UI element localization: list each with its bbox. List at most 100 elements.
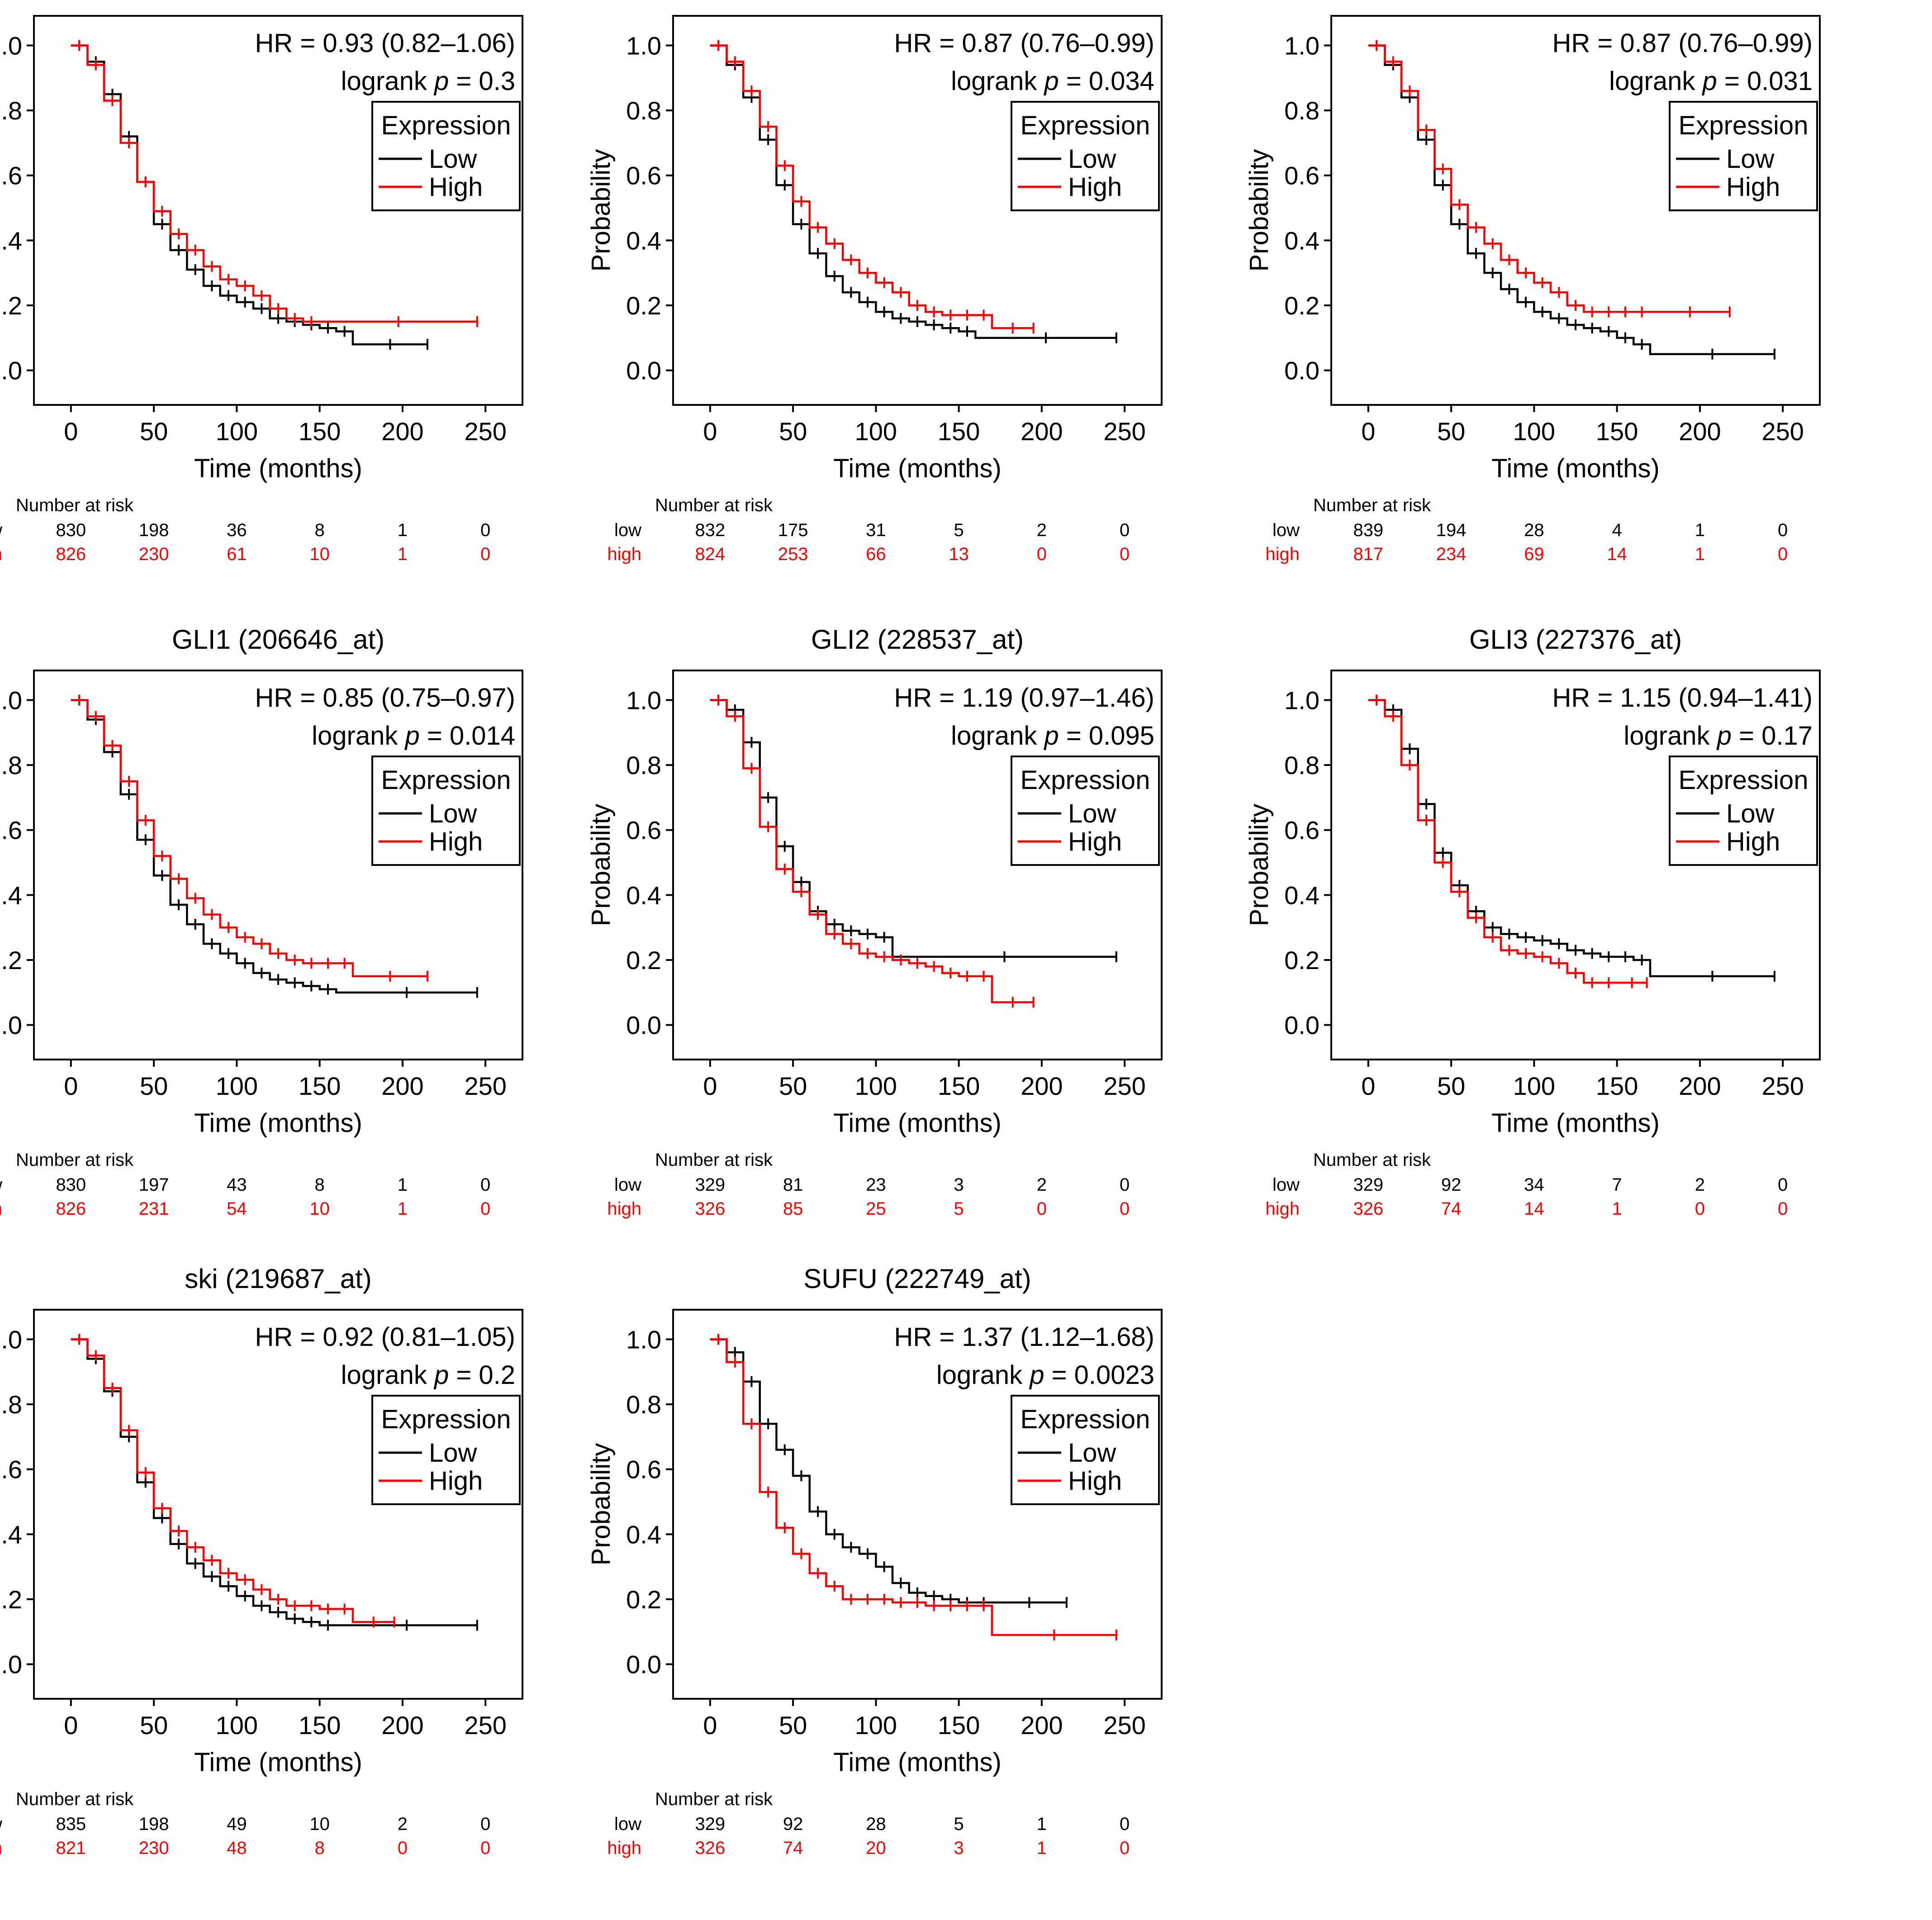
y-tick-label: 0.2 <box>626 946 661 974</box>
logrank-annotation: logrank p = 0.2 <box>341 1360 515 1390</box>
risk-count-high: 1 <box>398 1199 408 1219</box>
x-tick-label: 0 <box>703 1711 717 1739</box>
risk-count-high: 253 <box>778 544 808 564</box>
y-tick-label: 1.0 <box>0 31 22 60</box>
risk-count-low: 0 <box>480 1175 490 1195</box>
risk-row-label-low: low <box>0 1175 2 1195</box>
x-tick-label: 200 <box>381 417 423 446</box>
hr-annotation: HR = 1.37 (1.12–1.68) <box>894 1322 1154 1352</box>
x-tick-label: 250 <box>1103 1711 1145 1739</box>
risk-count-low: 4 <box>1612 520 1622 540</box>
y-tick-label: 0.4 <box>626 226 661 255</box>
risk-row-label-low: low <box>614 1175 641 1195</box>
y-tick-label: 1.0 <box>626 1325 661 1354</box>
risk-count-low: 0 <box>1120 520 1130 540</box>
risk-count-high: 0 <box>398 1838 408 1858</box>
legend-title: Expression <box>381 111 511 140</box>
logrank-annotation: logrank p = 0.3 <box>341 67 515 96</box>
y-tick-label: 0.8 <box>1284 751 1320 779</box>
risk-row-label-high: high <box>607 1199 641 1219</box>
risk-count-low: 36 <box>227 520 247 540</box>
risk-count-low: 329 <box>1353 1175 1383 1195</box>
x-tick-label: 150 <box>299 417 341 446</box>
legend-label-high: High <box>1068 172 1122 202</box>
x-tick-label: 50 <box>140 1711 168 1739</box>
y-tick-label: 0.6 <box>626 1455 661 1484</box>
risk-count-high: 817 <box>1353 544 1383 564</box>
risk-count-high: 234 <box>1436 544 1467 564</box>
logrank-label: logrank <box>1609 67 1702 96</box>
risk-count-low: 7 <box>1612 1175 1622 1195</box>
legend-box <box>1669 101 1818 211</box>
risk-table-header: Number at risk <box>1313 495 1431 515</box>
y-tick-label: 0.6 <box>626 162 661 190</box>
y-tick-label: 0.4 <box>1284 226 1320 255</box>
legend-title: Expression <box>381 1405 511 1434</box>
plot-frame <box>672 670 1163 1060</box>
y-tick-label: 0.0 <box>626 1011 661 1040</box>
panel-title: GLI2 (228537_at) <box>811 624 1024 655</box>
logrank-annotation: logrank p = 0.031 <box>1609 67 1813 96</box>
x-tick-label: 250 <box>1761 417 1804 446</box>
logrank-annotation: logrank p = 0.034 <box>951 67 1154 96</box>
risk-count-low: 31 <box>866 520 886 540</box>
legend-label-low: Low <box>429 1438 478 1468</box>
risk-count-high: 8 <box>315 1838 325 1858</box>
y-axis-label: Probability <box>1244 149 1274 272</box>
risk-count-low: 0 <box>1778 520 1788 540</box>
x-tick-label: 50 <box>779 417 807 446</box>
x-tick-label: 0 <box>1361 1072 1375 1100</box>
hr-annotation: HR = 0.93 (0.82–1.06) <box>255 29 515 58</box>
y-axis-label: Probability <box>586 804 616 927</box>
risk-count-high: 326 <box>1353 1199 1383 1219</box>
risk-row-label-low: low <box>1272 520 1300 540</box>
hr-annotation: HR = 0.92 (0.81–1.05) <box>255 1322 515 1352</box>
p-value: = 0.17 <box>1732 721 1813 751</box>
y-tick-label: 0.8 <box>0 751 22 779</box>
legend-label-low: Low <box>1726 144 1775 174</box>
risk-count-low: 1 <box>1037 1814 1047 1834</box>
risk-count-low: 329 <box>695 1175 725 1195</box>
p-value: = 0.034 <box>1059 67 1154 96</box>
km-panel: GLI1 (206646_at)0.00.20.40.60.81.0050100… <box>0 624 523 1219</box>
x-tick-label: 50 <box>140 1072 168 1100</box>
risk-count-low: 839 <box>1353 520 1383 540</box>
y-axis-label: Probability <box>1244 804 1274 927</box>
x-tick-label: 200 <box>1021 417 1063 446</box>
p-value: = 0.2 <box>449 1360 515 1390</box>
y-tick-label: 0.2 <box>1284 291 1320 320</box>
x-tick-label: 50 <box>779 1711 807 1739</box>
risk-count-high: 1 <box>1695 544 1705 564</box>
risk-count-high: 69 <box>1524 544 1544 564</box>
x-tick-label: 200 <box>1021 1072 1063 1100</box>
y-tick-label: 1.0 <box>1284 686 1320 714</box>
risk-count-low: 2 <box>1037 520 1047 540</box>
legend-label-high: High <box>1726 172 1780 202</box>
y-tick-label: 0.0 <box>0 356 22 385</box>
x-tick-label: 250 <box>1103 1072 1145 1100</box>
x-tick-label: 150 <box>938 417 980 446</box>
y-tick-label: 0.4 <box>0 881 22 909</box>
legend-label-high: High <box>1726 827 1780 856</box>
risk-count-high: 0 <box>1120 1199 1130 1219</box>
x-tick-label: 50 <box>779 1072 807 1100</box>
km-panel: SUFU (222749_at)0.00.20.40.60.81.00 50 100… <box>586 1264 1163 1858</box>
logrank-annotation: logrank p = 0.095 <box>951 721 1154 751</box>
legend-title: Expression <box>1021 1405 1150 1434</box>
risk-count-low: 92 <box>783 1814 803 1834</box>
risk-count-low: 5 <box>954 520 964 540</box>
risk-count-low: 0 <box>480 520 490 540</box>
x-axis-label: Time (months) <box>194 1108 362 1138</box>
logrank-label: logrank <box>341 1360 434 1390</box>
y-tick-label: 0.0 <box>0 1650 22 1679</box>
legend-title: Expression <box>1679 111 1809 140</box>
risk-count-low: 198 <box>139 520 169 540</box>
x-axis-label: Time (months) <box>194 1748 362 1777</box>
legend-box <box>1011 101 1160 211</box>
legend-label-low: Low <box>429 799 478 828</box>
risk-count-high: 824 <box>695 544 725 564</box>
survival-curve-low <box>1368 44 1775 355</box>
risk-count-high: 10 <box>309 1199 330 1219</box>
y-tick-label: 0.2 <box>0 946 22 974</box>
x-tick-label: 100 <box>216 1072 258 1100</box>
